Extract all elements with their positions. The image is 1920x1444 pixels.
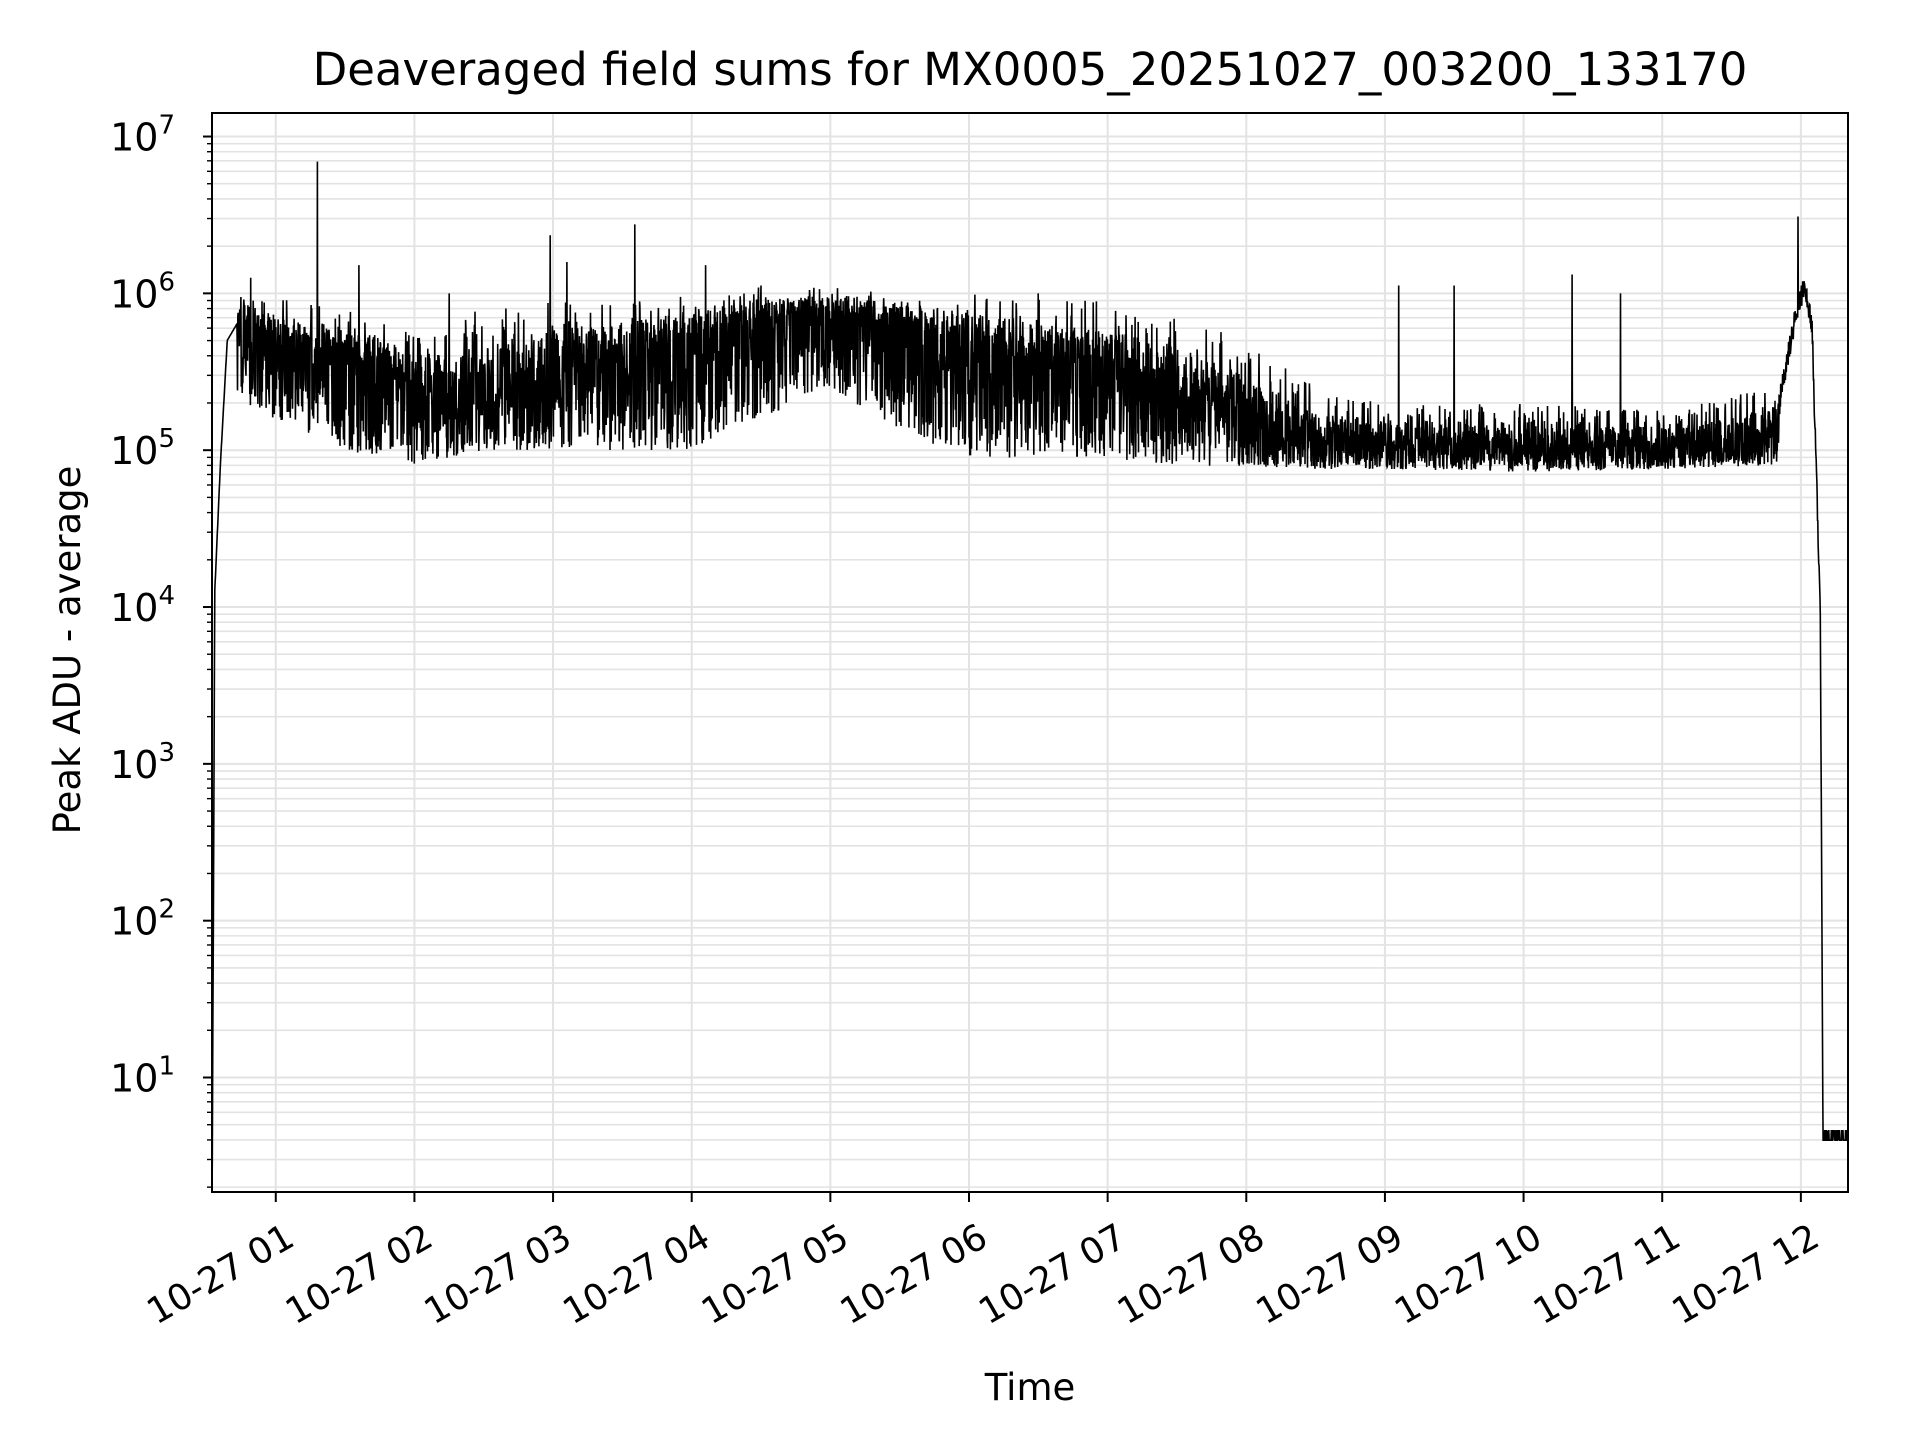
x-tick-label: 10-27 03 <box>418 1216 579 1332</box>
y-tick-label: 107 <box>110 111 175 160</box>
series-line-peak-adu <box>211 161 1849 1193</box>
x-tick-label: 10-27 09 <box>1250 1216 1411 1332</box>
x-tick-label: 10-27 10 <box>1388 1216 1549 1332</box>
y-tick-label: 101 <box>110 1052 175 1101</box>
series-layer <box>211 161 1849 1193</box>
x-axis-label: Time <box>984 1366 1076 1409</box>
x-tick-label: 10-27 01 <box>140 1216 301 1332</box>
x-tick-label: 10-27 04 <box>556 1216 717 1332</box>
x-tick-label: 10-27 05 <box>695 1216 856 1332</box>
x-tick-label: 10-27 06 <box>834 1216 995 1332</box>
y-tick-label: 103 <box>110 738 175 787</box>
grid-layer <box>212 113 1848 1192</box>
x-tick-label: 10-27 08 <box>1111 1216 1272 1332</box>
y-axis: 101 102 103 104 105 106 107 <box>110 111 212 1188</box>
y-tick-label: 102 <box>110 895 175 944</box>
y-tick-label: 105 <box>110 424 175 473</box>
x-tick-label: 10-27 11 <box>1527 1216 1688 1332</box>
x-tick-label: 10-27 02 <box>279 1216 440 1332</box>
x-tick-label: 10-27 12 <box>1665 1216 1826 1332</box>
y-tick-label: 104 <box>110 581 175 630</box>
plot-frame <box>211 112 1849 1193</box>
y-tick-label: 106 <box>110 267 175 316</box>
x-tick-label: 10-27 07 <box>972 1216 1133 1332</box>
y-axis-label: Peak ADU - average <box>46 466 89 835</box>
chart-title: Deaveraged field sums for MX0005_2025102… <box>313 43 1748 96</box>
